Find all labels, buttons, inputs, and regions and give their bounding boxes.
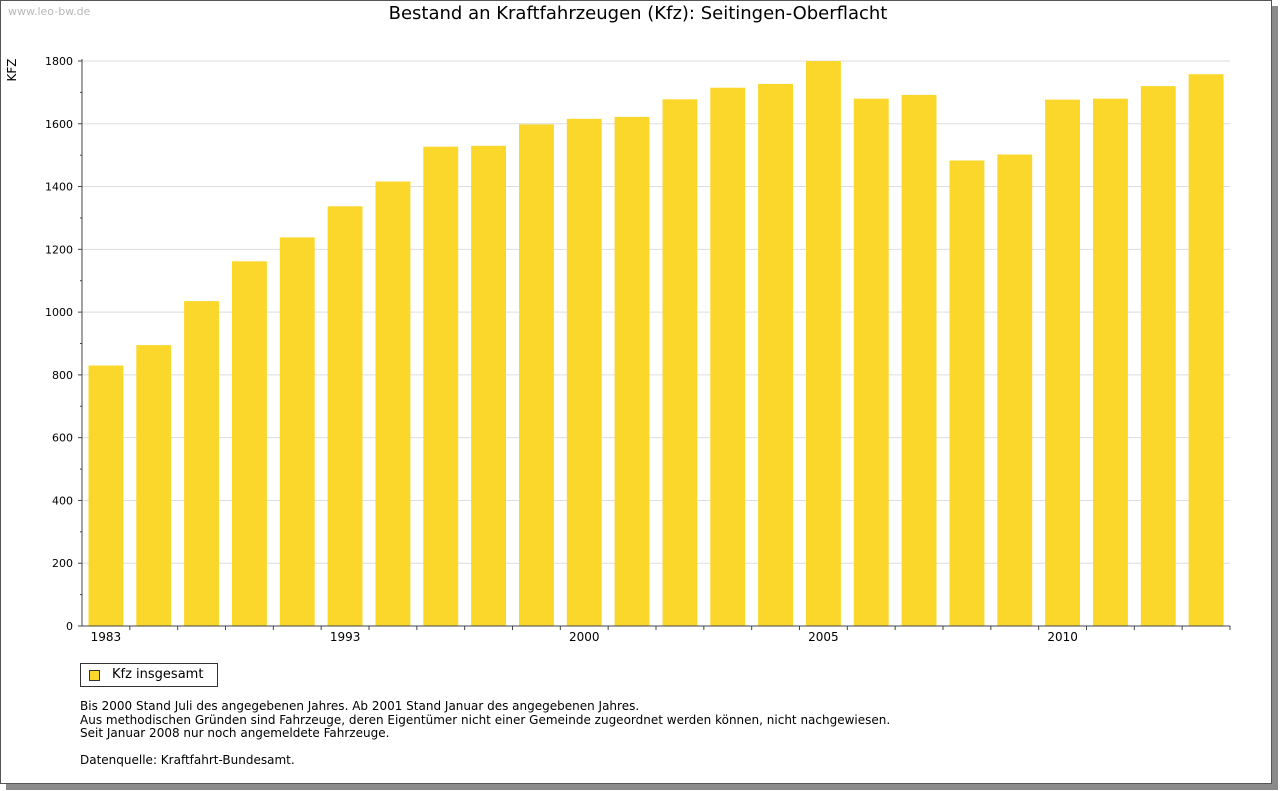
y-tick-label: 1400 <box>45 181 73 194</box>
bar <box>853 98 889 626</box>
y-tick-label: 0 <box>66 620 73 633</box>
x-tick-label: 2010 <box>1047 630 1078 644</box>
y-tick-label: 1600 <box>45 118 73 131</box>
watermark: www.leo-bw.de <box>8 5 91 18</box>
x-tick-label: 1993 <box>330 630 361 644</box>
bar <box>1045 99 1080 627</box>
legend-swatch <box>89 670 100 681</box>
y-tick-label: 200 <box>52 557 73 570</box>
bar <box>806 61 841 626</box>
bar <box>758 83 793 626</box>
legend: Kfz insgesamt <box>80 663 218 687</box>
bar <box>327 206 363 627</box>
bar <box>901 94 937 626</box>
footnotes: Bis 2000 Stand Juli des angegebenen Jahr… <box>80 699 891 767</box>
y-axis-label: KFZ <box>5 59 19 82</box>
bar <box>997 154 1033 626</box>
footnote-line: Bis 2000 Stand Juli des angegebenen Jahr… <box>80 699 640 713</box>
y-tick-label: 800 <box>52 369 73 382</box>
bar <box>184 301 219 626</box>
bar <box>232 261 267 626</box>
data-source: Datenquelle: Kraftfahrt-Bundesamt. <box>80 752 295 767</box>
x-tick-label: 2000 <box>569 630 600 644</box>
bar <box>1188 74 1224 626</box>
footnote-line: Aus methodischen Gründen sind Fahrzeuge,… <box>80 712 891 727</box>
y-tick-label: 600 <box>52 432 73 445</box>
bar <box>279 237 315 626</box>
x-tick-label: 1983 <box>91 630 122 644</box>
bar <box>471 145 506 627</box>
bar <box>662 99 698 627</box>
bar <box>710 87 746 626</box>
bar <box>136 345 172 626</box>
chart-title: Bestand an Kraftfahrzeugen (Kfz): Seitin… <box>388 3 888 24</box>
bar <box>1093 98 1128 626</box>
x-tick-label: 2005 <box>808 630 839 644</box>
bar <box>949 160 985 626</box>
y-tick-label: 1000 <box>45 306 73 319</box>
bar <box>423 146 459 626</box>
bar <box>88 365 124 626</box>
y-tick-label: 1200 <box>45 243 73 256</box>
bar <box>375 181 411 626</box>
legend-label: Kfz insgesamt <box>112 667 204 682</box>
chart-plot: 0 200 400 600 800 1000 1200 1400 1600 1800 1983 199… <box>5 55 1231 644</box>
y-tick-label: 400 <box>52 494 73 507</box>
bar <box>519 124 554 627</box>
y-tick-label: 1800 <box>45 55 73 68</box>
bar <box>566 118 602 627</box>
footnote-line: Seit Januar 2008 nur noch angemeldete Fa… <box>80 726 390 740</box>
bar <box>1140 86 1176 627</box>
bar <box>614 116 650 627</box>
